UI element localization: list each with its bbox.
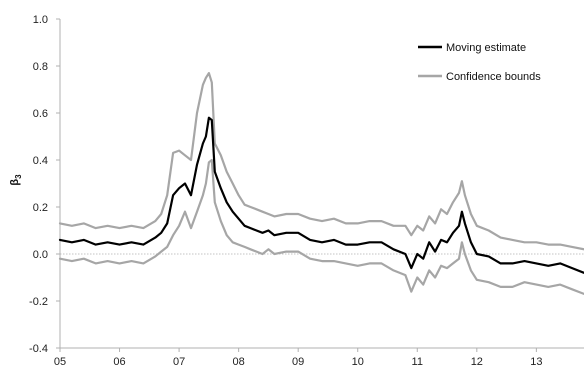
y-tick-label: -0.4 bbox=[29, 343, 48, 355]
y-tick-label: 0.6 bbox=[33, 108, 48, 120]
plot-area bbox=[58, 71, 584, 295]
y-tick-label: 0.2 bbox=[33, 202, 48, 214]
x-tick-label: 07 bbox=[173, 356, 185, 368]
y-tick-label: 0.0 bbox=[33, 249, 48, 261]
y-tick-label: 0.8 bbox=[33, 61, 48, 73]
y-tick-label: -0.2 bbox=[29, 296, 48, 308]
y-axis-title: β3 bbox=[9, 174, 23, 186]
x-tick-label: 12 bbox=[471, 356, 483, 368]
x-tick-label: 13 bbox=[530, 356, 542, 368]
x-tick-label: 05 bbox=[54, 356, 66, 368]
series-lower-confidence-bound bbox=[58, 158, 584, 295]
y-axis-title-main: β bbox=[9, 179, 21, 186]
x-tick-label: 11 bbox=[412, 356, 423, 368]
y-axis: -0.4 -0.2 0.0 0.2 0.4 0.6 0.8 1.0 bbox=[29, 14, 61, 355]
legend-label-moving-estimate: Moving estimate bbox=[446, 42, 526, 54]
x-tick-label: 06 bbox=[113, 356, 125, 368]
y-tick-label: 0.4 bbox=[33, 155, 48, 167]
x-tick-label: 08 bbox=[233, 356, 245, 368]
series-moving-estimate bbox=[58, 116, 584, 274]
legend: Moving estimate Confidence bounds bbox=[418, 42, 541, 83]
x-tick-label: 09 bbox=[292, 356, 304, 368]
series-upper-confidence-bound bbox=[58, 71, 584, 251]
y-tick-label: 1.0 bbox=[33, 14, 48, 26]
x-axis: 05 06 07 08 09 10 11 12 13 bbox=[54, 347, 584, 368]
y-axis-title-subscript: 3 bbox=[14, 174, 23, 179]
legend-label-confidence-bounds: Confidence bounds bbox=[446, 71, 541, 83]
x-tick-label: 10 bbox=[352, 356, 364, 368]
